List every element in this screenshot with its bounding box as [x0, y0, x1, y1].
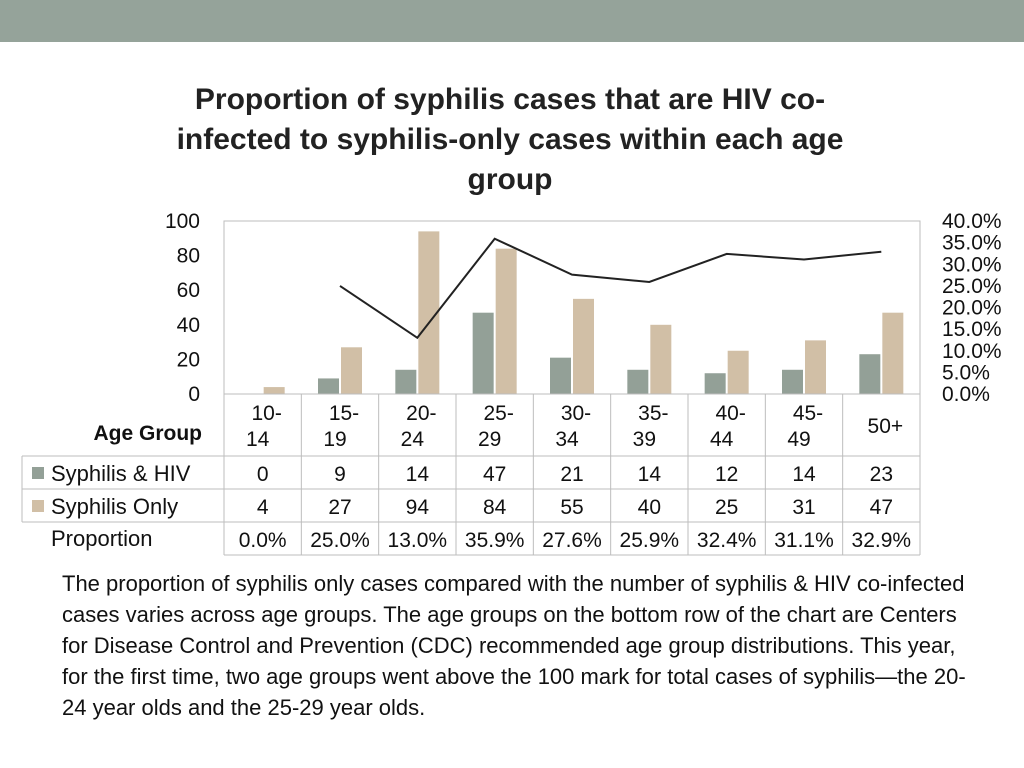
category-label: 44 [710, 428, 734, 451]
bar-hiv [395, 369, 417, 394]
bar-syphilis-only [341, 347, 362, 394]
category-label: 14 [246, 428, 270, 451]
table-value: 23 [870, 463, 893, 486]
legend-key-syphilis-only [32, 500, 44, 512]
table-value: 9 [334, 463, 346, 486]
proportion-line [339, 237, 882, 340]
x-axis-label: Age Group [94, 422, 203, 445]
chart-title: Proportion of syphilis cases that are HI… [110, 80, 910, 200]
bar-hiv [704, 373, 726, 394]
y2-tick-label: 10.0% [942, 340, 1002, 363]
category-label: 45- [793, 402, 823, 425]
bar-syphilis-only [650, 324, 672, 394]
series-name-label: Proportion [51, 526, 153, 551]
bar-hiv [782, 369, 803, 394]
table-value: 25.9% [620, 529, 680, 552]
table-value: 0.0% [239, 529, 287, 552]
y-tick-label: 40 [177, 314, 200, 337]
bar-syphilis-only [882, 312, 904, 394]
y2-tick-label: 35.0% [942, 232, 1002, 255]
bar-syphilis-only [727, 350, 749, 394]
table-value: 55 [560, 496, 583, 519]
top-band [0, 0, 1024, 42]
y2-tick-label: 20.0% [942, 297, 1002, 320]
table-value: 14 [792, 463, 816, 486]
category-label: 24 [401, 428, 425, 451]
category-label: 25- [483, 402, 513, 425]
bar-syphilis-only [573, 298, 594, 394]
series-name-label: Syphilis & HIV [51, 461, 191, 486]
legend-key-hiv [32, 467, 44, 479]
table-value: 32.4% [697, 529, 757, 552]
category-label: 35- [638, 402, 668, 425]
table-value: 27.6% [542, 529, 602, 552]
series-name-label: Syphilis Only [51, 494, 178, 519]
table-value: 14 [406, 463, 430, 486]
y-tick-label: 80 [177, 245, 200, 268]
table-value: 35.9% [465, 529, 525, 552]
table-value: 84 [483, 496, 507, 519]
bar-syphilis-only [495, 248, 517, 394]
table-value: 0 [257, 463, 269, 486]
table-value: 40 [638, 496, 661, 519]
category-label: 30- [561, 402, 591, 425]
table-value: 12 [715, 463, 738, 486]
table-value: 32.9% [852, 529, 912, 552]
category-label: 50+ [868, 415, 904, 438]
bar-hiv [472, 312, 494, 394]
chart-title-line-1: Proportion of syphilis cases that are HI… [194, 83, 826, 116]
bar-syphilis-only [805, 340, 826, 394]
bar-syphilis-only [418, 231, 440, 394]
y-tick-label: 100 [165, 210, 200, 233]
chart-caption: The proportion of syphilis only cases co… [62, 571, 966, 720]
table-value: 27 [328, 496, 351, 519]
bar-hiv [627, 369, 649, 394]
category-label: 15- [329, 402, 359, 425]
category-label: 39 [633, 428, 656, 451]
bar-hiv [859, 354, 881, 394]
table-value: 25.0% [310, 529, 370, 552]
bar-syphilis-only [263, 387, 285, 394]
chart-title-line-2: infected to syphilis-only cases within e… [176, 123, 844, 156]
table-value: 47 [483, 463, 506, 486]
category-label: 10- [251, 402, 281, 425]
chart-title-line-3: group [467, 163, 553, 196]
category-label: 34 [555, 428, 579, 451]
category-label: 20- [406, 402, 436, 425]
y2-tick-label: 40.0% [942, 210, 1002, 233]
bar-hiv [318, 378, 339, 394]
category-label: 40- [715, 402, 745, 425]
table-value: 4 [257, 496, 269, 519]
y2-tick-label: 5.0% [942, 361, 990, 384]
table-value: 13.0% [388, 529, 448, 552]
y2-tick-label: 15.0% [942, 318, 1002, 341]
category-label: 29 [478, 428, 501, 451]
y2-tick-label: 25.0% [942, 275, 1002, 298]
y2-tick-label: 0.0% [942, 383, 990, 406]
y-tick-label: 0 [188, 383, 200, 406]
table-value: 14 [638, 463, 662, 486]
category-label: 19 [323, 428, 346, 451]
table-value: 94 [406, 496, 430, 519]
y-tick-label: 20 [177, 348, 200, 371]
table-value: 21 [560, 463, 583, 486]
table-value: 31 [792, 496, 815, 519]
y2-tick-label: 30.0% [942, 253, 1002, 276]
y-tick-label: 60 [177, 279, 200, 302]
table-value: 25 [715, 496, 738, 519]
bar-hiv [550, 357, 571, 394]
table-value: 31.1% [774, 529, 834, 552]
category-label: 49 [787, 428, 810, 451]
table-value: 47 [870, 496, 893, 519]
